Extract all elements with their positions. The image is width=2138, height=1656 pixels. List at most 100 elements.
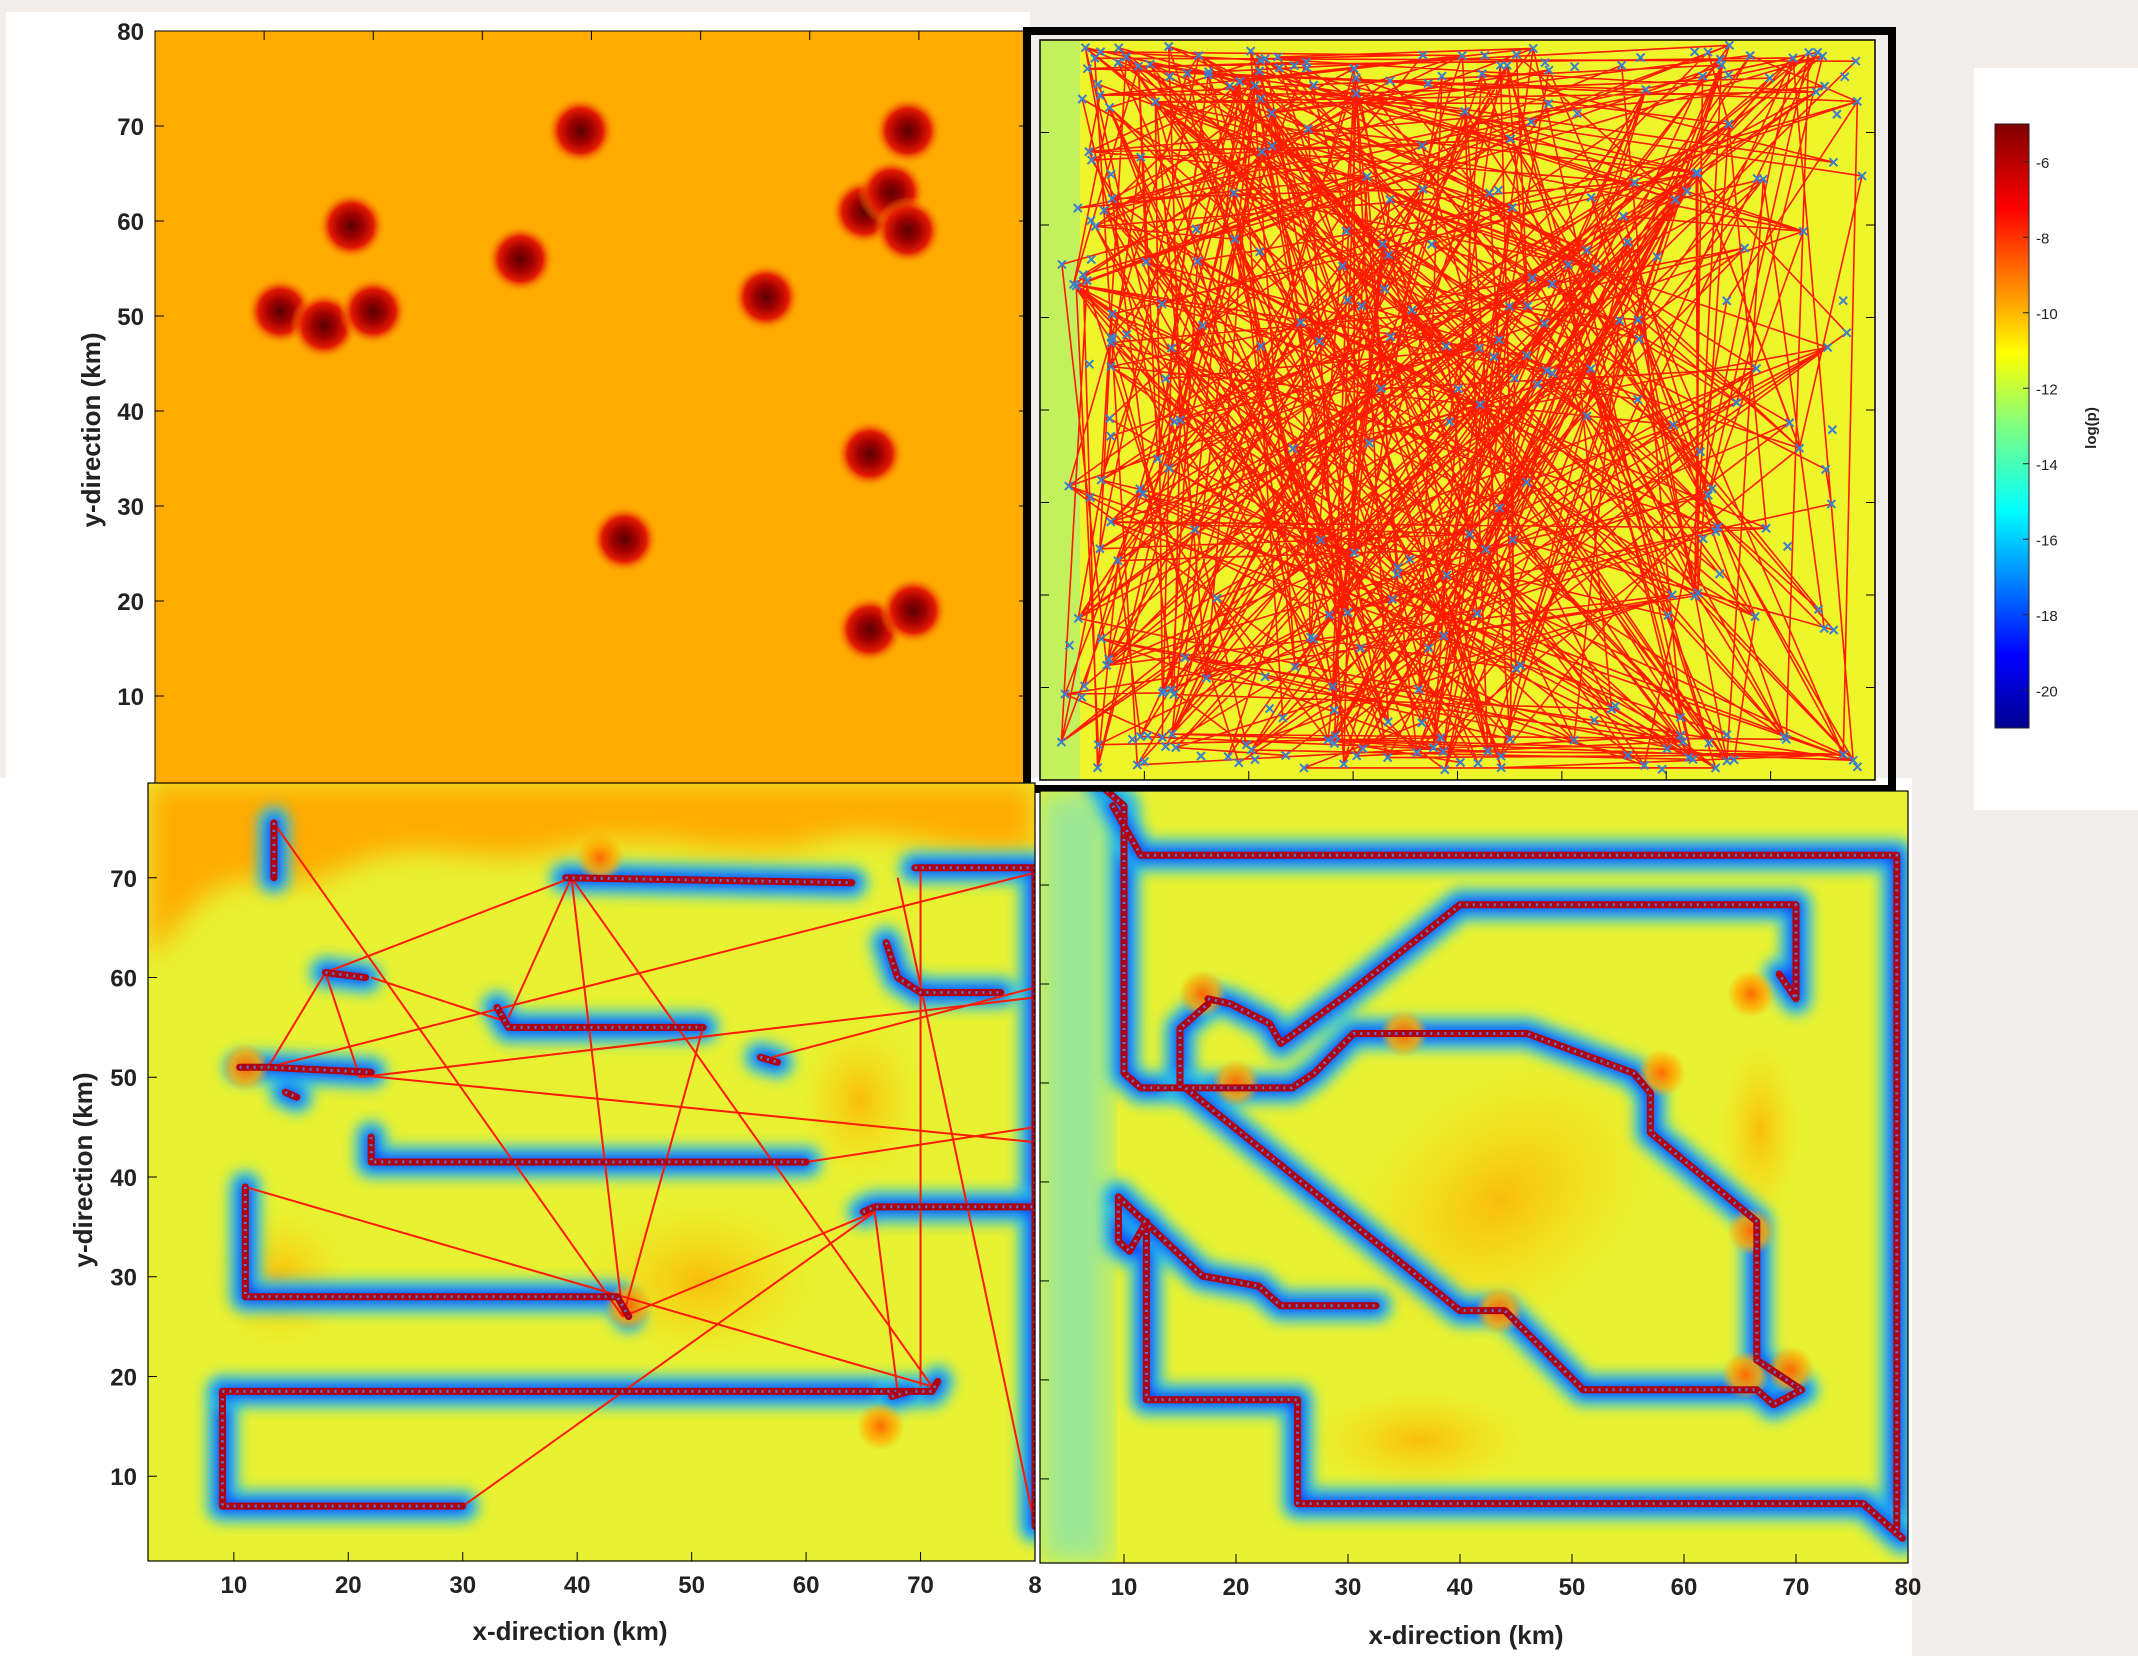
node-marker xyxy=(1351,88,1361,99)
node-marker xyxy=(1107,309,1117,319)
bottom-left-plot-border xyxy=(147,782,1036,1562)
node-marker xyxy=(1056,737,1067,747)
node-marker xyxy=(1143,731,1153,741)
node-marker xyxy=(1412,747,1422,758)
node-marker xyxy=(1288,443,1298,454)
node-marker xyxy=(1723,70,1734,80)
node-marker xyxy=(1842,328,1852,338)
node-marker xyxy=(1393,562,1403,573)
path-link xyxy=(873,1211,899,1392)
node-marker xyxy=(1482,746,1493,756)
node-marker xyxy=(1274,63,1285,73)
node-marker xyxy=(1639,760,1650,770)
node-marker xyxy=(1444,417,1455,427)
node-marker xyxy=(1256,341,1266,351)
node-marker xyxy=(1803,47,1814,58)
bottom-right-ticks: 10 20 30 40 50 60 70 80 xyxy=(1040,884,1921,1601)
x-tick-label: 50 xyxy=(678,1572,705,1599)
node-marker xyxy=(1364,438,1374,448)
path-links xyxy=(245,822,1035,1527)
node-marker xyxy=(1203,66,1214,77)
node-marker xyxy=(1077,94,1088,104)
node-marker xyxy=(1840,71,1850,82)
node-marker xyxy=(1302,63,1312,73)
source-hotspot-11 xyxy=(873,96,942,165)
node-marker xyxy=(1139,756,1150,767)
node-marker xyxy=(1852,96,1862,107)
source-hotspot-6 xyxy=(546,96,615,165)
node-marker xyxy=(1782,541,1793,552)
node-marker xyxy=(1163,41,1174,52)
node-marker xyxy=(1819,81,1830,91)
top-right-outer-frame xyxy=(1023,27,1896,793)
node-marker xyxy=(1751,363,1762,374)
node-marker xyxy=(1464,529,1475,539)
path-link xyxy=(273,822,624,1318)
node-marker xyxy=(1362,171,1372,182)
node-marker xyxy=(1586,192,1596,203)
colorbar-tick-label: -18 xyxy=(2036,608,2058,625)
node-marker xyxy=(1539,318,1550,329)
node-marker xyxy=(1569,735,1579,745)
wall-markers-2 xyxy=(1111,805,1899,1529)
node-marker xyxy=(1349,548,1360,558)
node-marker xyxy=(1160,373,1171,384)
node-marker xyxy=(1106,361,1116,372)
node-marker xyxy=(1716,60,1727,70)
node-marker xyxy=(1082,63,1093,74)
node-marker xyxy=(1341,226,1351,236)
node-marker xyxy=(1453,383,1464,394)
node-marker xyxy=(1290,662,1300,672)
y-tick-label: 20 xyxy=(110,1364,137,1391)
node-marker xyxy=(1342,607,1353,618)
node-marker xyxy=(1689,591,1700,601)
top-left-y-ticks: 10 20 30 40 50 60 70 80 xyxy=(117,19,1028,711)
node-marker xyxy=(1758,174,1769,184)
y-tick-label: 40 xyxy=(117,399,144,426)
node-marker xyxy=(1794,443,1805,453)
node-marker xyxy=(1693,168,1703,178)
node-marker xyxy=(1064,640,1075,651)
path-walls xyxy=(1101,791,1906,1542)
node-marker xyxy=(1351,73,1361,83)
node-marker xyxy=(1731,397,1742,408)
node-marker xyxy=(1194,50,1204,61)
y-tick-label: 60 xyxy=(110,966,137,993)
node-marker xyxy=(1104,102,1115,113)
node-marker xyxy=(1064,481,1074,491)
node-marker xyxy=(1099,205,1109,216)
node-marker xyxy=(1085,492,1095,503)
node-marker xyxy=(1077,692,1087,702)
node-marker xyxy=(1157,732,1168,743)
node-marker xyxy=(1494,335,1504,345)
x-tick-label: 40 xyxy=(564,1572,591,1599)
wall-line-9 xyxy=(281,1088,301,1101)
node-marker xyxy=(1093,79,1103,90)
colorbar-tick-label: -6 xyxy=(2036,155,2049,172)
wall-markers-13 xyxy=(220,1391,463,1508)
warm-spot xyxy=(1766,1346,1815,1394)
node-marker xyxy=(1405,554,1415,564)
y-tick-label: 50 xyxy=(117,304,144,331)
node-marker xyxy=(1166,343,1177,353)
node-marker xyxy=(1821,464,1831,475)
node-marker xyxy=(1663,610,1673,621)
node-marker xyxy=(1234,757,1244,768)
node-marker xyxy=(1697,71,1708,81)
wall-markers-10 xyxy=(369,1137,807,1164)
upper-left-orange-region xyxy=(148,783,1035,960)
node-marker xyxy=(1418,50,1428,60)
node-marker xyxy=(1505,134,1516,144)
bottom-left-plot: 10 20 30 40 50 60 70 8 10 20 30 40 50 60 70 x-directio… xyxy=(68,782,1042,1646)
node-marker xyxy=(1095,90,1105,100)
node-marker xyxy=(1073,203,1083,213)
bottom-left-x-axis-label: x-direction (km) xyxy=(472,1616,667,1646)
x-tick-label: 60 xyxy=(793,1572,820,1599)
wall-markers-8 xyxy=(239,1065,372,1074)
node-marker xyxy=(1563,259,1574,270)
node-marker xyxy=(1423,78,1433,89)
wall-line-14 xyxy=(218,1378,942,1395)
node-marker xyxy=(1822,342,1833,353)
node-marker xyxy=(1460,106,1470,117)
node-marker xyxy=(1303,124,1314,134)
